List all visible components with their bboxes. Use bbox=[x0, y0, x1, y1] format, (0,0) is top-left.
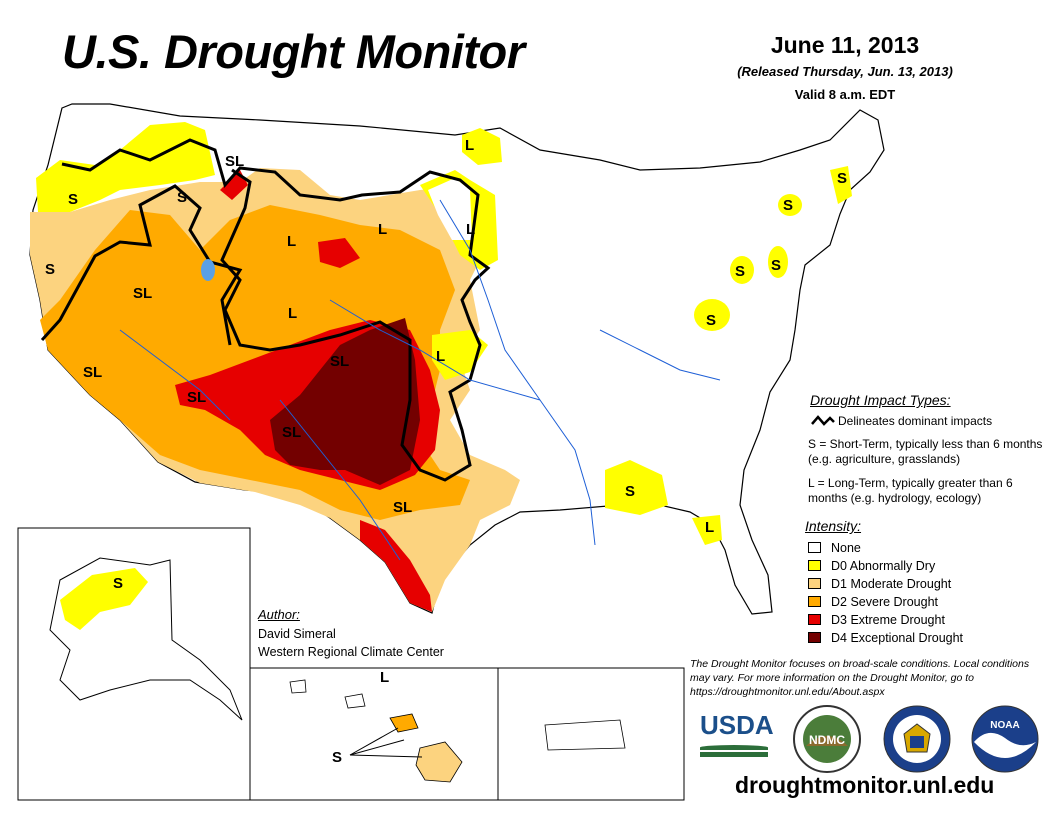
hawaii-maui bbox=[389, 713, 419, 733]
great-salt-lake bbox=[201, 259, 215, 281]
d0-ny3 bbox=[768, 246, 788, 278]
legend-swatch bbox=[808, 632, 821, 643]
impact-label: L bbox=[380, 669, 389, 686]
hawaii-inset-frame bbox=[249, 667, 499, 801]
impact-line-southwest bbox=[40, 184, 243, 346]
impact-label: S bbox=[177, 189, 187, 206]
impact-label: L bbox=[436, 348, 445, 365]
svg-text:NOAA: NOAA bbox=[990, 720, 1019, 731]
legend-label: D0 Abnormally Dry bbox=[831, 558, 936, 573]
impact-label: S bbox=[45, 261, 55, 278]
impact-line-northern bbox=[61, 138, 491, 482]
impact-label: SL bbox=[133, 285, 152, 302]
noaa-logo[interactable]: NOAA bbox=[970, 704, 1040, 774]
impact-label: L bbox=[378, 221, 387, 238]
impact-label: S bbox=[837, 170, 847, 187]
author-label: Author: bbox=[258, 607, 300, 622]
impact-label: SL bbox=[187, 389, 206, 406]
impact-label: S bbox=[771, 257, 781, 274]
hawaii-pointer-1 bbox=[349, 727, 399, 756]
author-org: Western Regional Climate Center bbox=[258, 645, 444, 659]
commerce-seal-logo[interactable] bbox=[882, 704, 952, 774]
alaska-inset-frame bbox=[17, 527, 251, 801]
usda-logo[interactable]: USDA bbox=[700, 710, 774, 760]
impact-short-term: S = Short-Term, typically less than 6 mo… bbox=[808, 437, 1043, 466]
d0-florida bbox=[692, 515, 722, 545]
d3-northern-plains bbox=[318, 238, 360, 268]
author-name: David Simeral bbox=[258, 627, 336, 641]
legend-swatch bbox=[808, 578, 821, 589]
legend-item-d4: D4 Exceptional Drought bbox=[808, 630, 963, 645]
impact-label: S bbox=[735, 263, 745, 280]
impact-label: L bbox=[466, 221, 475, 238]
impact-line-label: Delineates dominant impacts bbox=[838, 414, 993, 428]
intensity-legend-title: Intensity: bbox=[805, 518, 862, 534]
legend-label: D4 Exceptional Drought bbox=[831, 630, 964, 645]
impact-label: S bbox=[706, 312, 716, 329]
ndmc-logo[interactable]: NDMC bbox=[792, 704, 862, 774]
impact-label: S bbox=[332, 749, 342, 766]
rivers bbox=[119, 199, 721, 561]
drought-monitor-url[interactable]: droughtmonitor.unl.edu bbox=[735, 772, 995, 798]
d0-ny bbox=[778, 194, 802, 216]
impact-label: S bbox=[625, 483, 635, 500]
legend-swatch bbox=[808, 542, 821, 553]
puerto-rico-outline bbox=[544, 719, 626, 751]
legend-swatch bbox=[808, 560, 821, 571]
d0-gulf bbox=[605, 460, 668, 515]
d3-texas-coast bbox=[360, 520, 432, 612]
impact-label: SL bbox=[282, 424, 301, 441]
hawaii-oahu bbox=[344, 693, 366, 709]
impact-label: S bbox=[113, 575, 123, 592]
hawaii-big-island bbox=[415, 741, 463, 783]
impact-label: SL bbox=[330, 353, 349, 370]
valid-time: Valid 8 a.m. EDT bbox=[794, 87, 896, 102]
legend-item-none: None bbox=[808, 540, 861, 555]
d0-maine bbox=[830, 166, 852, 204]
svg-text:NDMC: NDMC bbox=[809, 733, 845, 747]
puerto-rico-inset-frame bbox=[497, 667, 685, 801]
impact-long-term: L = Long-Term, typically greater than 6 … bbox=[808, 476, 1013, 505]
impact-label: L bbox=[287, 233, 296, 250]
impact-label: SL bbox=[225, 153, 244, 170]
hawaii-kauai bbox=[289, 679, 307, 694]
impact-label: SL bbox=[393, 499, 412, 516]
impact-label: L bbox=[288, 305, 297, 322]
d0-minnesota-core bbox=[428, 178, 472, 240]
impact-legend-title: Drought Impact Types: bbox=[810, 392, 951, 408]
disclaimer-text: The Drought Monitor focuses on broad-sca… bbox=[690, 658, 1030, 698]
impact-label: L bbox=[465, 137, 474, 154]
impact-label: SL bbox=[83, 364, 102, 381]
alaska-d0 bbox=[60, 568, 148, 630]
d0-northwest bbox=[36, 122, 215, 212]
legend-item-d2: D2 Severe Drought bbox=[808, 594, 938, 609]
map-title: U.S. Drought Monitor bbox=[62, 25, 525, 78]
legend-swatch bbox=[808, 614, 821, 625]
legend-swatch bbox=[808, 596, 821, 607]
legend-item-d3: D3 Extreme Drought bbox=[808, 612, 945, 627]
d0-ny2 bbox=[730, 256, 754, 284]
impact-line-swatch bbox=[811, 415, 835, 426]
impact-label: S bbox=[68, 191, 78, 208]
legend-label: D3 Extreme Drought bbox=[831, 612, 945, 627]
hawaii-pointer-3 bbox=[349, 754, 423, 758]
legend-label: D2 Severe Drought bbox=[831, 594, 939, 609]
legend-item-d1: D1 Moderate Drought bbox=[808, 576, 951, 591]
legend-label: D1 Moderate Drought bbox=[831, 576, 952, 591]
d0-iowa bbox=[432, 330, 488, 380]
d4-exceptional bbox=[270, 318, 420, 485]
d0-pa bbox=[694, 299, 730, 331]
d0-lake-superior bbox=[462, 128, 502, 165]
legend-item-d0: D0 Abnormally Dry bbox=[808, 558, 935, 573]
hawaii-pointer-2 bbox=[349, 739, 405, 756]
release-date: (Released Thursday, Jun. 13, 2013) bbox=[737, 64, 953, 79]
legend-label: None bbox=[831, 540, 861, 555]
map-date: June 11, 2013 bbox=[770, 32, 920, 58]
impact-label: L bbox=[705, 519, 714, 536]
impact-label: S bbox=[783, 197, 793, 214]
